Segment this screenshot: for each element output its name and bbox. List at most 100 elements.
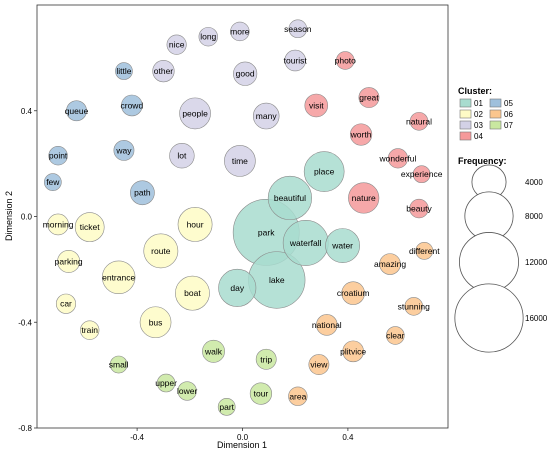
bubble-label-waterfall: waterfall	[289, 238, 322, 248]
bubble-amazing	[379, 253, 401, 275]
bubble-label-amazing: amazing	[374, 259, 406, 269]
legend-label-03: 03	[474, 121, 483, 130]
legend-frequency-title: Frequency:	[458, 156, 507, 166]
bubble-view	[308, 354, 330, 375]
bubble-hour	[177, 207, 213, 242]
x-axis-title: Dimension 1	[217, 440, 267, 450]
legend-frequency-label: 12000	[525, 258, 548, 267]
bubble-label-plitvice: plitvice	[340, 346, 366, 356]
y-tick-label: -0.8	[18, 424, 32, 433]
bubble-label-bus: bus	[149, 317, 163, 327]
bubble-label-lot: lot	[177, 151, 187, 161]
bubble-label-national: national	[312, 320, 342, 330]
bubble-label-morning: morning	[43, 219, 74, 229]
bubble-small	[109, 355, 128, 374]
bubble-area	[288, 386, 308, 406]
bubble-label-different: different	[409, 246, 440, 256]
bubble-label-tourist: tourist	[284, 56, 308, 66]
legend-swatch-06	[489, 109, 502, 119]
bubble-label-way: way	[115, 145, 132, 155]
legend-frequency-label: 16000	[525, 314, 548, 323]
legend-swatch-07	[489, 120, 502, 130]
y-axis-title: Dimension 2	[4, 191, 14, 241]
bubble-wonderful	[387, 148, 408, 169]
bubble-label-view: view	[310, 360, 328, 370]
bubble-little	[115, 62, 133, 80]
legend-swatch-05	[489, 98, 502, 108]
y-tick-label: 0.0	[21, 213, 33, 222]
bubble-label-day: day	[230, 283, 244, 293]
legend-cluster-list: 01 02 03 04 05 06 07	[459, 98, 513, 141]
bubble-label-worth: worth	[350, 130, 372, 140]
legend-frequency-label: 8000	[525, 212, 543, 221]
bubble-label-tour: tour	[254, 389, 269, 399]
bubble-label-beauty: beauty	[406, 204, 432, 214]
bubble-entrance	[101, 260, 136, 295]
bubble-label-nature: nature	[352, 193, 376, 203]
bubble-few	[43, 173, 62, 191]
bubble-label-park: park	[258, 227, 275, 237]
bubble-nature	[348, 182, 380, 214]
axis-tick-layer: -0.4 0.0 0.4 -0.8 -0.4 0.0 0.4	[18, 107, 354, 442]
bubble-label-ticket: ticket	[80, 222, 100, 232]
bubble-label-parking: parking	[55, 256, 83, 266]
bubble-label-entrance: entrance	[102, 272, 135, 282]
bubble-label-experience: experience	[401, 169, 443, 179]
bubble-worth	[349, 123, 373, 146]
bubble-bus	[139, 306, 172, 339]
bubble-day	[218, 268, 257, 307]
bubble-label-trip: trip	[260, 354, 272, 364]
bubble-label-crowd: crowd	[121, 100, 144, 110]
legend-label-02: 02	[474, 110, 483, 119]
x-tick-label: 0.4	[342, 433, 354, 442]
y-tick-label: 0.4	[21, 107, 33, 116]
bubble-label-wonderful: wonderful	[379, 153, 417, 163]
bubble-plitvice	[342, 340, 364, 363]
bubble-label-point: point	[49, 151, 68, 161]
bubble-label-layer: park lake waterfall beautiful place day water h…	[43, 24, 443, 412]
bubble-label-upper: upper	[155, 378, 177, 388]
bubble-label-clear: clear	[386, 330, 405, 340]
bubble-other	[152, 59, 175, 83]
bubble-label-part: part	[219, 402, 234, 412]
bubble-beauty	[409, 198, 429, 219]
bubble-queue	[66, 100, 87, 122]
bubble-label-lower: lower	[177, 386, 197, 396]
bubble-label-train: train	[81, 325, 98, 335]
bubble-photo	[335, 51, 355, 70]
bubble-clear	[386, 326, 405, 345]
bubble-label-boat: boat	[184, 288, 201, 298]
legend-label-07: 07	[504, 121, 513, 130]
bubble-label-many: many	[256, 111, 278, 121]
legend-swatch-03	[459, 120, 472, 130]
bubble-experience	[412, 165, 431, 184]
bubble-different	[415, 242, 434, 260]
bubble-label-car: car	[60, 299, 72, 309]
bubble-water	[325, 228, 361, 263]
legend-frequency-list: 4000 8000 12000 16000	[454, 164, 548, 353]
bubble-label-small: small	[109, 360, 129, 370]
bubble-layer	[43, 19, 434, 416]
bubble-car	[55, 293, 77, 314]
bubble-good	[233, 61, 258, 86]
bubble-label-hour: hour	[187, 219, 204, 229]
bubble-label-photo: photo	[335, 56, 357, 66]
bubble-trip	[255, 348, 277, 370]
bubble-lot	[169, 143, 195, 169]
bubble-label-other: other	[154, 66, 174, 76]
bubble-tourist	[284, 49, 306, 72]
bubble-label-croatium: croatium	[337, 288, 370, 298]
legend-swatch-01	[459, 98, 472, 108]
bubble-season	[288, 19, 308, 39]
bubble-label-few: few	[46, 177, 60, 187]
bubble-more	[230, 21, 250, 42]
legend-frequency-label: 4000	[525, 178, 543, 187]
bubble-stunning	[404, 297, 423, 316]
bubble-label-nice: nice	[169, 40, 185, 50]
bubble-label-time: time	[232, 156, 248, 166]
bubble-place	[303, 151, 345, 192]
bubble-label-lake: lake	[269, 275, 285, 285]
bubble-label-route: route	[151, 246, 171, 256]
legend: Cluster: 01 02 03 04 05 06 07 Frequency: 4000 8…	[454, 86, 548, 353]
